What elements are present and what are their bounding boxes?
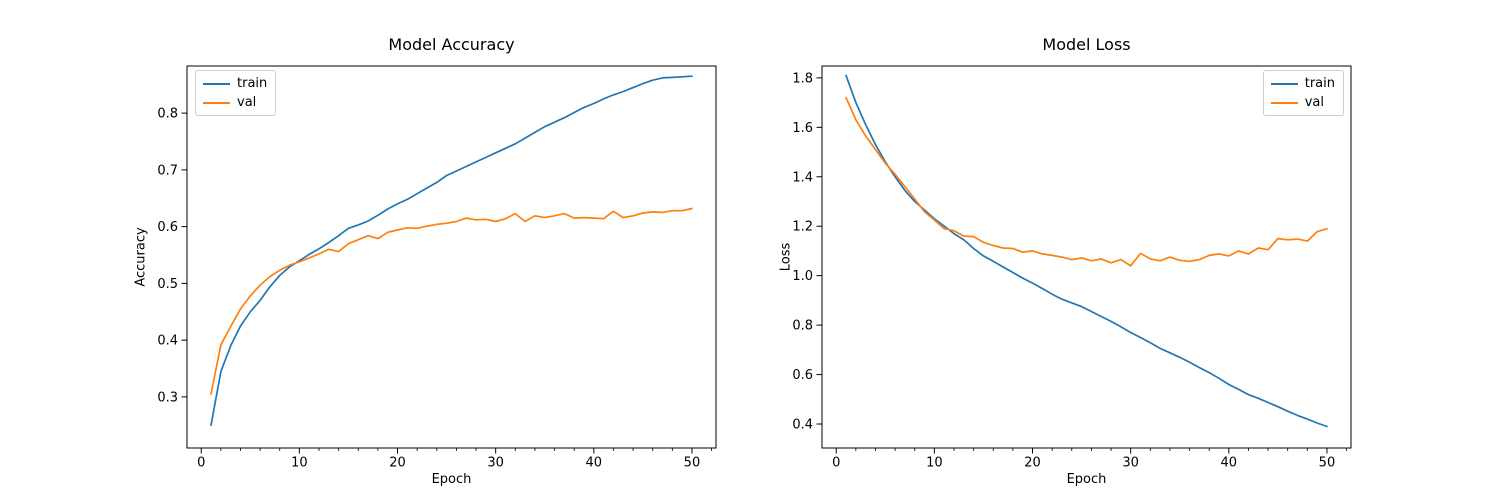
- legend-item-train: train: [1270, 74, 1335, 93]
- y-axis-tick-label: 1.4: [792, 170, 813, 185]
- x-axis-tick-label: 30: [487, 455, 504, 470]
- legend-label-train: train: [237, 76, 268, 91]
- y-axis-tick-label: 1.6: [792, 121, 813, 136]
- x-axis-tick-label: 40: [586, 455, 603, 470]
- y-axis-tick-label: 0.4: [792, 418, 813, 433]
- accuracy-legend: train val: [195, 70, 277, 116]
- legend-item-val: val: [203, 93, 267, 112]
- y-axis-tick-label: 0.8: [792, 319, 813, 334]
- y-axis-tick-label: 0.8: [157, 107, 178, 122]
- accuracy-plot-title: Model Accuracy: [388, 35, 515, 54]
- plot-frame: [186, 65, 717, 449]
- train-line-swatch: [1270, 82, 1298, 85]
- x-axis-tick-label: 10: [926, 455, 943, 470]
- y-axis-tick-label: 0.6: [792, 368, 813, 383]
- loss-yaxis-label: Loss: [778, 242, 794, 272]
- x-axis-tick-label: 50: [684, 455, 701, 470]
- plot-frame: [821, 65, 1352, 449]
- y-axis-tick-label: 1.2: [792, 220, 813, 235]
- x-axis-tick-label: 20: [389, 455, 406, 470]
- val-line: [210, 207, 693, 395]
- y-axis-tick-label: 1.0: [792, 269, 813, 284]
- y-axis-tick-label: 0.7: [157, 163, 178, 178]
- train-line: [845, 74, 1328, 428]
- x-axis-tick-label: 0: [832, 455, 840, 470]
- loss-legend: train val: [1262, 70, 1344, 116]
- y-axis-tick-label: 0.4: [157, 334, 178, 349]
- loss-plot-title: Model Loss: [1042, 35, 1131, 54]
- x-axis-tick-label: 30: [1122, 455, 1139, 470]
- x-axis-tick-label: 10: [291, 455, 308, 470]
- val-line-swatch: [203, 101, 230, 104]
- legend-label-val: val: [1304, 95, 1325, 110]
- legend-label-train: train: [1304, 76, 1335, 91]
- accuracy-xaxis-label: Epoch: [431, 472, 472, 487]
- train-line-swatch: [203, 82, 230, 85]
- accuracy-yaxis-label: Accuracy: [133, 227, 149, 287]
- legend-label-val: val: [237, 95, 257, 110]
- legend-item-train: train: [203, 74, 267, 93]
- val-line-swatch: [1270, 101, 1298, 104]
- val-line: [845, 96, 1328, 267]
- x-axis-tick-label: 40: [1221, 455, 1238, 470]
- train-line: [210, 75, 693, 427]
- x-axis-tick-label: 0: [197, 455, 205, 470]
- x-axis-tick-label: 50: [1319, 455, 1336, 470]
- legend-item-val: val: [1270, 93, 1335, 112]
- y-axis-tick-label: 0.5: [157, 277, 178, 292]
- y-axis-tick-label: 0.6: [157, 220, 178, 235]
- loss-xaxis-label: Epoch: [1066, 472, 1107, 487]
- y-axis-tick-label: 1.8: [792, 71, 813, 86]
- y-axis-tick-label: 0.3: [157, 390, 178, 405]
- x-axis-tick-label: 20: [1024, 455, 1041, 470]
